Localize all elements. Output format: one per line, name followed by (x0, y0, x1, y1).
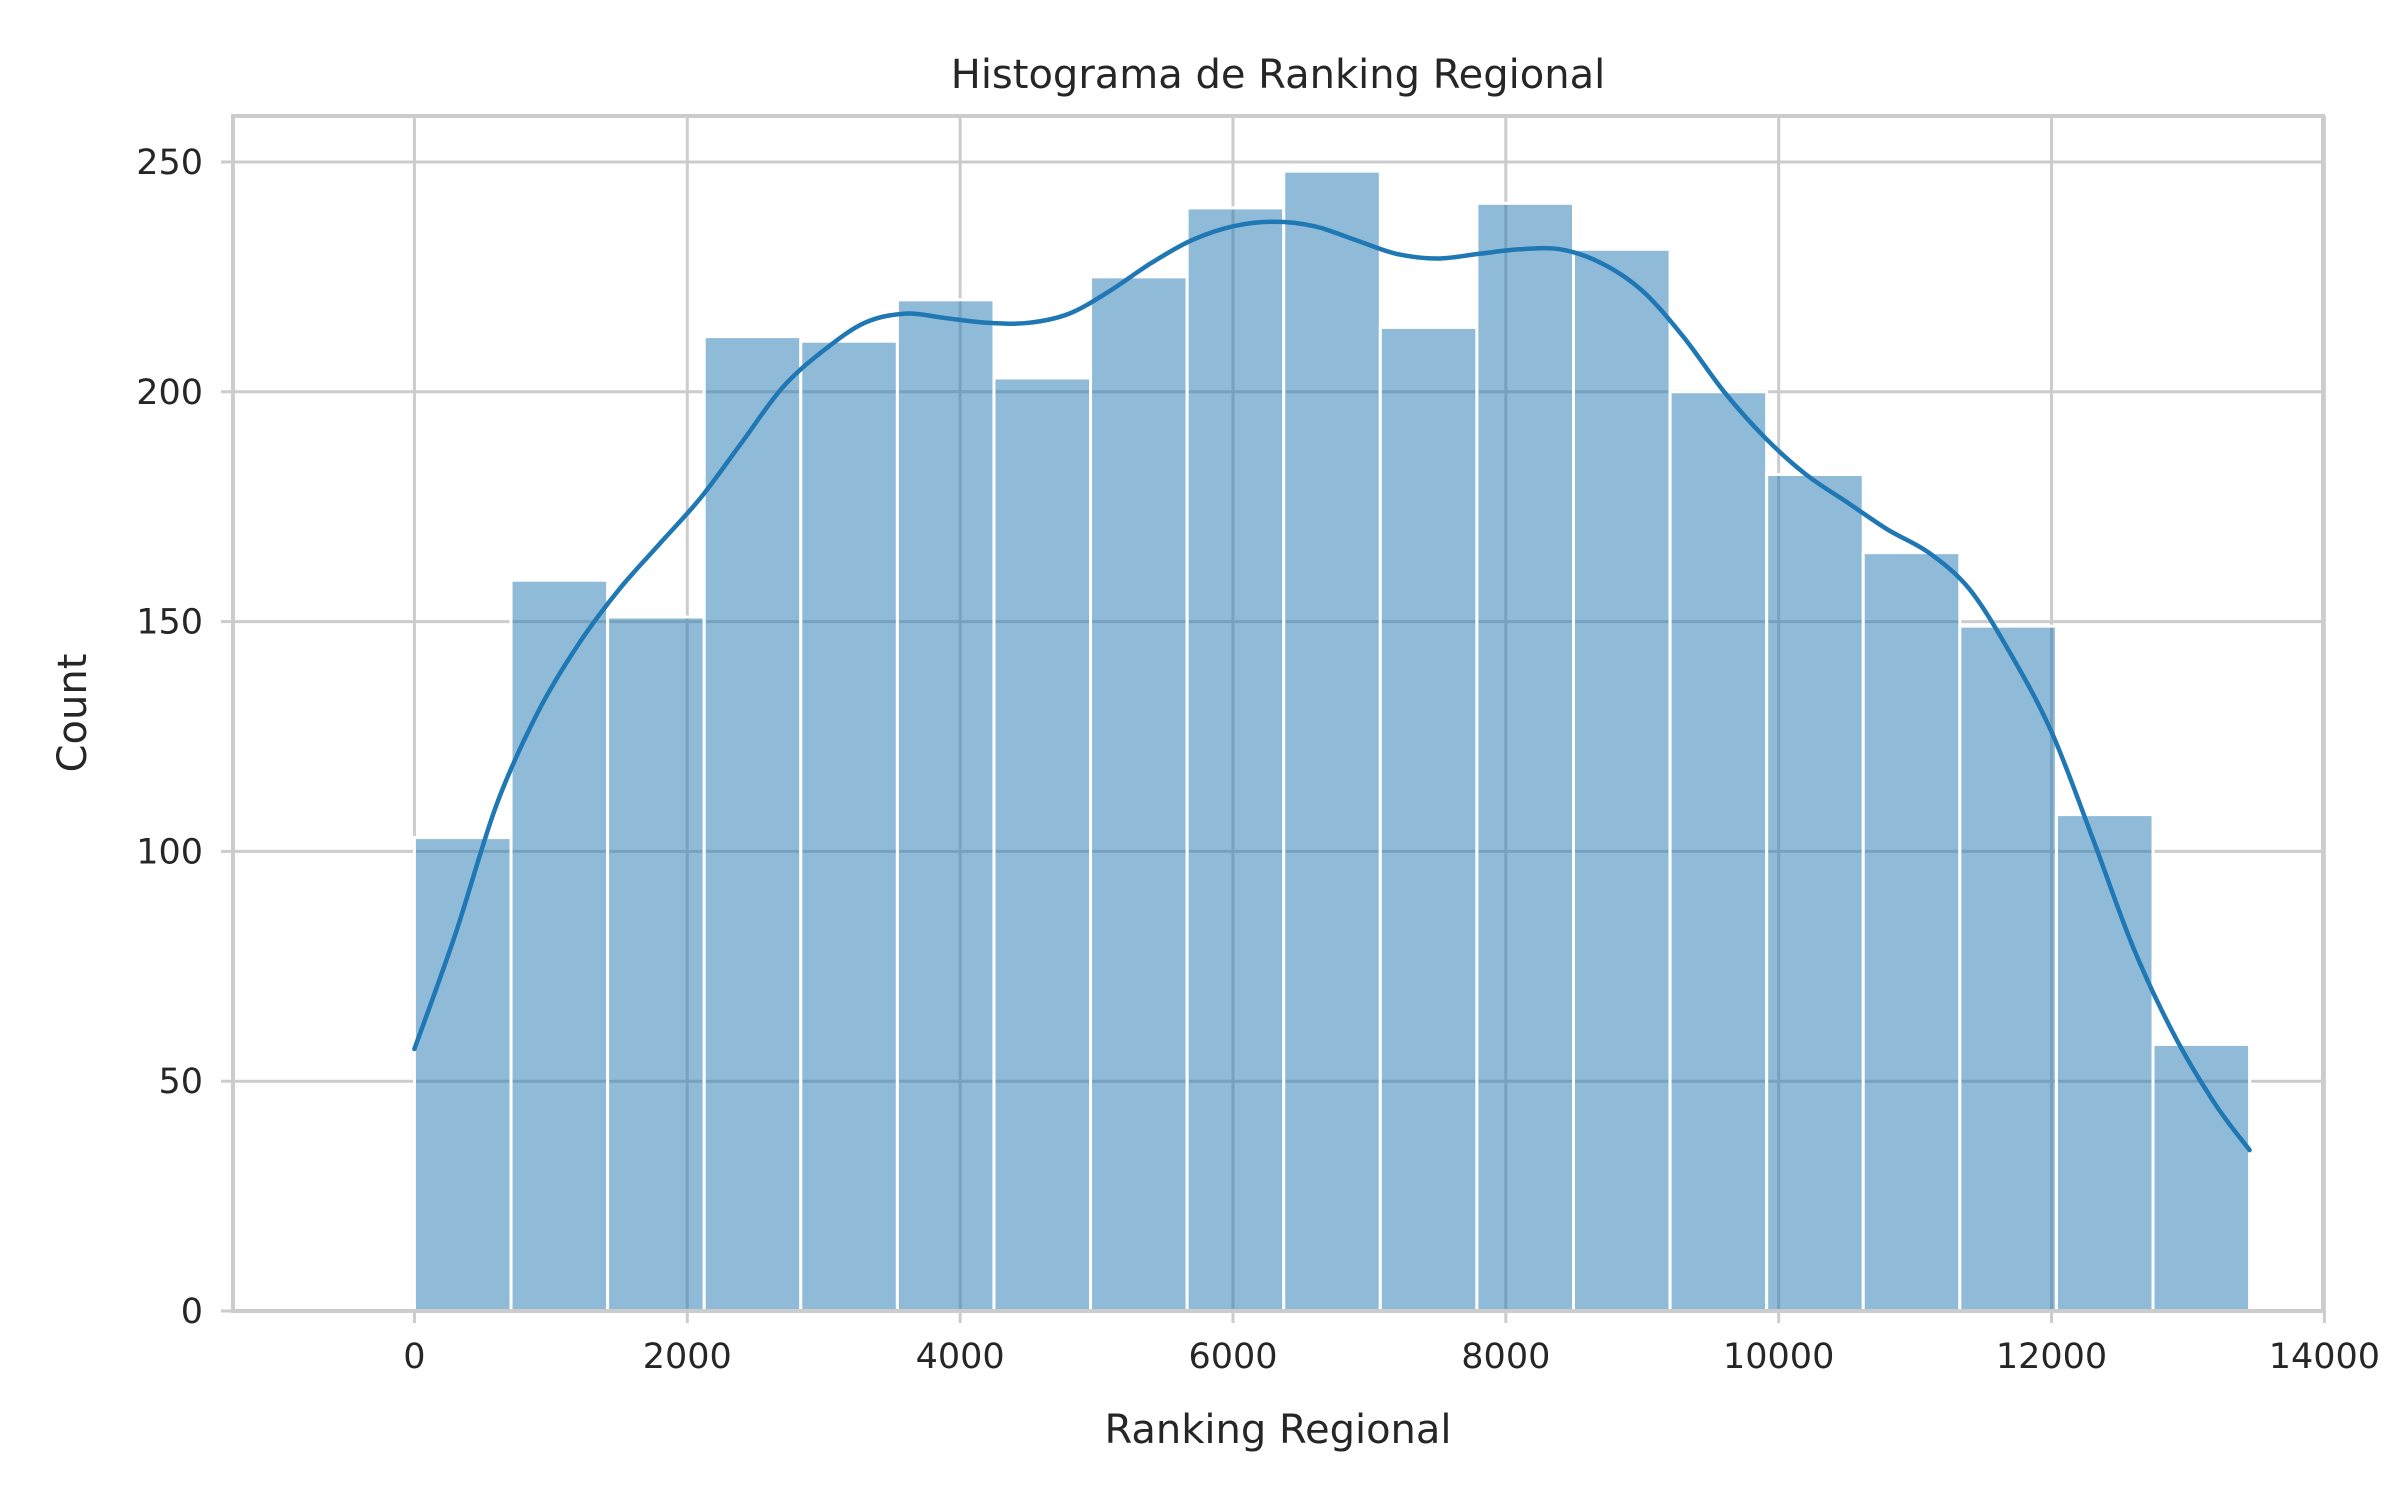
axis-ticks: 0 2000 4000 6000 8000 10000 12000 14000 0 50 100 15… (136, 143, 2380, 1377)
kde-curve (412, 219, 2252, 1153)
x-tick-label: 14000 (2269, 1337, 2380, 1377)
histogram-bar (799, 339, 899, 1313)
histogram-bar (1958, 624, 2058, 1313)
x-tick-label: 4000 (916, 1337, 1005, 1377)
histogram-bar (1668, 390, 1769, 1313)
histogram-bar (1282, 169, 1382, 1313)
histogram-bar (2054, 813, 2155, 1313)
x-tick-label: 0 (403, 1337, 425, 1377)
x-tick-label: 2000 (643, 1337, 732, 1377)
y-tick-label: 200 (136, 373, 203, 413)
histogram-bar (1765, 473, 1865, 1313)
histogram-bar (992, 376, 1093, 1313)
x-tick-label: 10000 (1723, 1337, 1834, 1377)
histogram-bar (1571, 247, 1672, 1313)
kde-curve-layer (412, 219, 2252, 1153)
histogram-bar (1185, 206, 1286, 1313)
histogram-bar (2151, 1042, 2252, 1313)
histogram-bar (1475, 201, 1575, 1313)
histogram-bar (606, 615, 706, 1313)
histogram-bar (1861, 551, 1962, 1313)
y-axis-label: Count (50, 654, 96, 773)
histogram-bar (1089, 275, 1189, 1313)
x-tick-label: 8000 (1461, 1337, 1550, 1377)
histogram-bar (895, 298, 996, 1313)
histogram-bars (412, 169, 2252, 1313)
plot-frame (231, 114, 2325, 1313)
x-axis-label: Ranking Regional (1104, 1407, 1451, 1453)
y-tick-label: 250 (136, 143, 203, 183)
x-tick-label: 6000 (1188, 1337, 1277, 1377)
histogram-bar (702, 335, 803, 1313)
chart-title: Histograma de Ranking Regional (951, 52, 1606, 98)
histogram-bar (509, 578, 610, 1313)
y-tick-label: 0 (181, 1292, 203, 1332)
y-tick-label: 100 (136, 832, 203, 872)
x-tick-label: 12000 (1996, 1337, 2107, 1377)
y-tick-label: 50 (158, 1062, 203, 1102)
y-tick-label: 150 (136, 603, 203, 643)
histogram-bar (1378, 325, 1479, 1313)
